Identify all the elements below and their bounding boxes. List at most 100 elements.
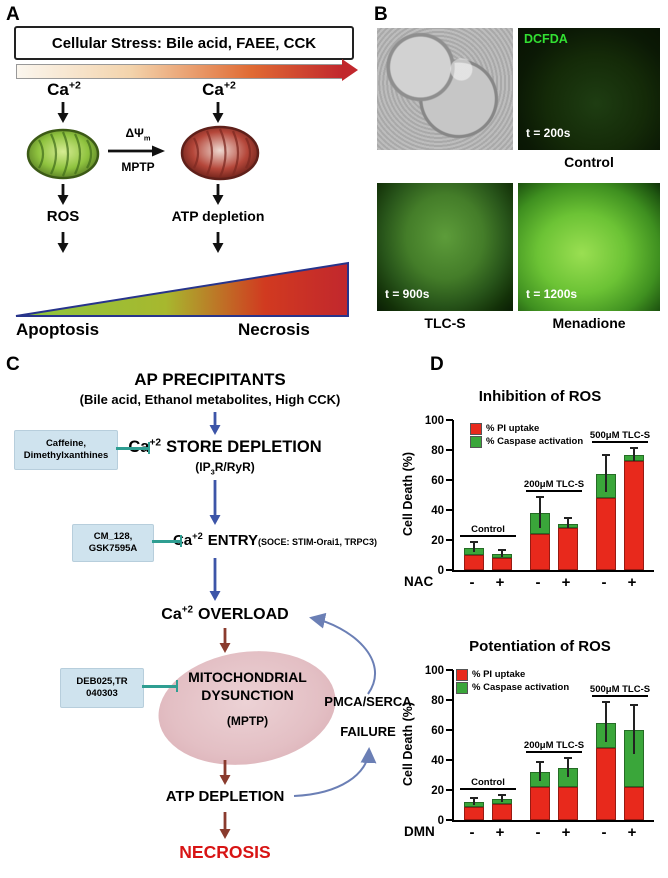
down-arrow-icon [211,184,225,211]
error-bar [539,498,541,528]
y-tick-label: 40 [431,505,444,517]
panel-b-label: B [374,4,388,25]
panel-c-label: C [6,354,20,375]
mitochondria-damaged-icon [180,125,260,186]
down-arrow-icon [208,558,222,607]
timestamp-1200s: t = 1200s [526,287,578,301]
ca-base: Ca [161,606,182,623]
y-tick-label: 80 [431,695,444,707]
delta-psi-label: ΔΨm [106,126,170,142]
y-axis-ticks: 0 20 40 60 80 100 [420,415,446,577]
error-bar [501,550,503,557]
inhibitor2-line2: GSK7595A [88,543,138,554]
dcfda-label: DCFDA [524,32,568,46]
bar-pi-uptake [558,528,578,570]
error-bar-cap [536,761,544,763]
group-line [592,440,648,443]
down-arrow-icon [211,102,225,129]
down-arrow-icon [218,760,232,791]
y-tick-label: 100 [424,665,444,677]
y-tick-mark [446,699,453,701]
y-tick-mark [446,509,453,511]
x-sign: + [561,824,571,841]
ca-superscript: +2 [223,79,236,92]
atp-depletion-label: ATP depletion [171,208,265,224]
bar-pi-uptake [530,534,550,570]
stress-gradient-arrow [16,64,344,79]
panel-d-label: D [430,354,444,375]
deb025-inhibitor-box: DEB025,TR 040303 [60,668,144,708]
group-line [526,490,582,492]
group-line [460,535,516,537]
y-tick-label: 80 [431,445,444,457]
error-bar-cap [602,701,610,703]
bar-pi-uptake [624,787,644,820]
y-tick-label: 0 [437,815,444,827]
group-line [526,750,582,753]
mptp-label: MPTP [121,160,155,174]
y-tick-mark [446,759,453,761]
error-bar-cap [498,794,506,796]
group-label: 500μM TLC-S [589,429,651,441]
down-arrow-icon [56,102,70,129]
cellular-stress-text: Cellular Stress: Bile acid, FAEE, CCK [51,34,317,52]
failure-text: FAILURE [340,724,396,739]
x-sign: + [627,824,637,841]
entry-detail: (SOCE: STIM-Orai1, TRPC3) [258,537,378,547]
legend-row: % PI uptake [470,422,583,435]
cellular-stress-title: Cellular Stress: Bile acid, FAEE, CCK [14,26,354,60]
legend: % PI uptake % Caspase activation [470,422,583,448]
y-tick-mark [446,669,453,671]
ip3r-ryr-text: (IP3R/RyR) [95,460,355,476]
inhibitor3-line2: 040303 [86,688,118,699]
feedback-curved-arrows [270,598,440,833]
error-bar [633,706,635,754]
necrosis-text: NECROSIS [179,842,271,862]
error-bar [633,448,635,461]
x-axis-signs: - + - + - + [452,824,652,842]
x-sign: + [495,824,505,841]
control-caption: Control [564,154,614,170]
x-axis-signs: - + - + - + [452,574,652,592]
error-bar [605,456,607,492]
apoptosis-label: Apoptosis [16,320,100,339]
ca-superscript: +2 [68,79,81,92]
apoptosis-necrosis-gradient-triangle [14,260,350,323]
control-fluorescence-image: DCFDA t = 200s [518,28,660,150]
y-tick-mark [446,419,453,421]
calcium-overload-text: Ca+2 OVERLOAD [95,605,355,624]
inhibitor2-line1: CM_128, [93,531,133,543]
ap-precipitants-subtitle: (Bile acid, Ethanol metabolites, High CC… [79,392,341,407]
down-arrow-icon [208,412,222,441]
error-bar-cap [602,454,610,456]
mptp-text: (MPTP) [226,714,269,728]
x-sign: - [535,574,541,591]
group-line [460,788,516,790]
inhibitor-line-icon [142,680,178,691]
down-arrow-icon [211,232,225,259]
error-bar [567,519,569,528]
calcium-label-right: Ca+2 [191,80,247,100]
bar-pi-uptake [624,460,644,570]
menadione-fluorescence-image: t = 1200s [518,183,660,311]
mitochondria-healthy-icon [26,128,100,185]
y-tick-mark [446,479,453,481]
ca-base: Ca [172,532,193,549]
ip3r-pre: (IP [195,460,211,474]
y-axis-ticks: 0 20 40 60 80 100 [420,665,446,827]
legend-row: % PI uptake [456,668,569,681]
overload-word: OVERLOAD [198,606,289,623]
stress-gradient-arrowhead-icon [342,59,358,81]
pmca-serca-text: PMCA/SERCA [324,694,412,709]
error-bar [473,543,475,552]
bar-pi-uptake [464,555,484,570]
y-tick-mark [446,819,453,821]
legend-label: % PI uptake [472,669,526,680]
calcium-label-left: Ca+2 [36,80,92,100]
x-sign: - [469,824,475,841]
x-sign: + [495,574,505,591]
error-bar-cap [630,704,638,706]
mitochondrial-dysfunction-text: MITOCHONDRIAL DYSUNCTION [150,668,345,704]
caffeine-inhibitor-box: Caffeine, Dimethylxanthines [14,430,118,470]
legend-label: % PI uptake [486,423,540,434]
